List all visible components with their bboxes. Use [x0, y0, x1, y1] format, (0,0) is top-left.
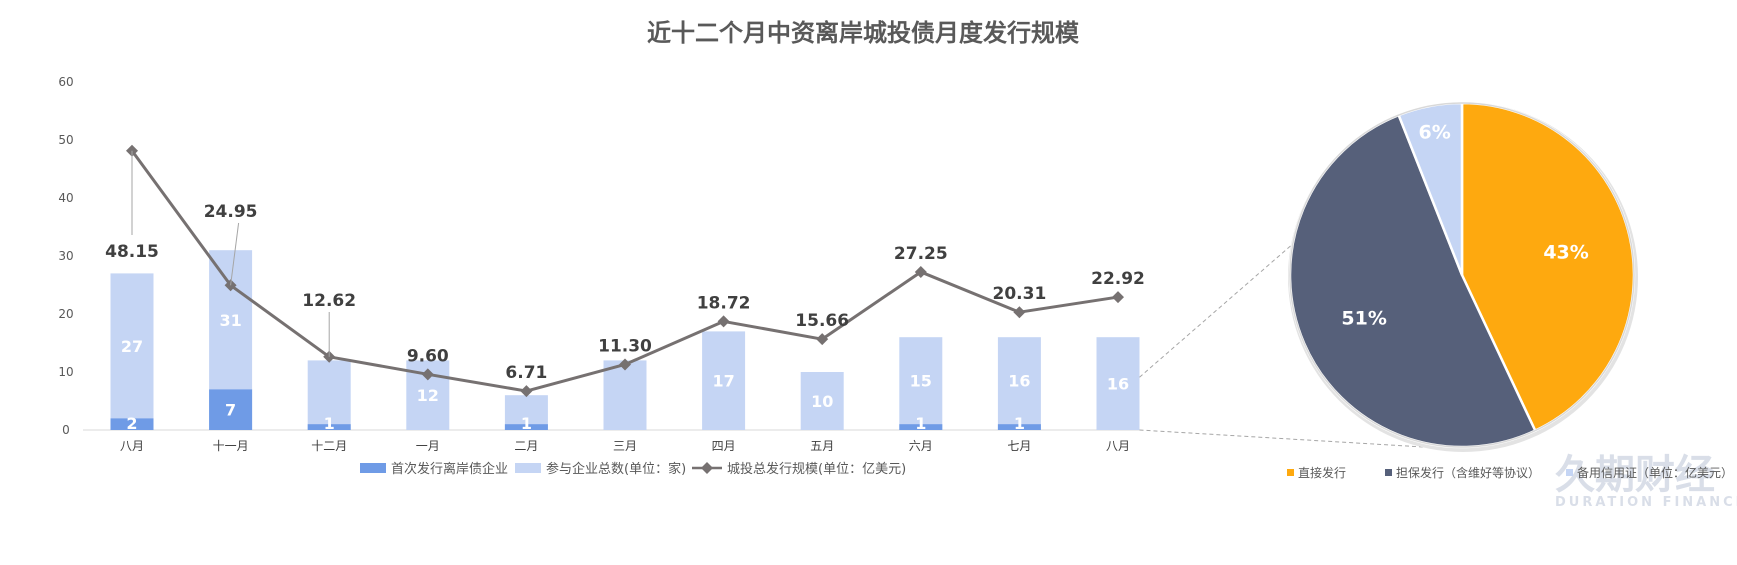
watermark-en: DURATION FINANCE	[1555, 495, 1737, 510]
bar-total-label: 16	[1008, 372, 1030, 391]
y-tick-label: 30	[58, 249, 73, 263]
pie-legend-label: 担保发行（含维好等协议）	[1396, 465, 1540, 480]
x-tick-label: 三月	[613, 439, 637, 453]
line-value-label: 6.71	[505, 363, 547, 383]
pie-connector-lines	[1139, 195, 1441, 449]
connector-line	[1139, 429, 1441, 449]
x-tick-label: 八月	[120, 439, 144, 453]
x-tick-label: 四月	[712, 439, 736, 453]
y-tick-label: 60	[58, 75, 73, 89]
bar-first-issuer	[307, 424, 351, 430]
bar-chart-legend: 首次发行离岸债企业 参与企业总数(单位：家) 城投总发行规模(单位：亿美元)	[360, 461, 906, 477]
pie-legend-swatch	[1287, 469, 1294, 476]
y-tick-label: 10	[58, 365, 73, 379]
line-value-label: 22.92	[1091, 269, 1145, 289]
label-leader-line	[230, 222, 240, 286]
line-point	[1013, 306, 1026, 319]
y-tick-label: 40	[58, 191, 73, 205]
bar-total-label: 12	[417, 386, 439, 405]
x-tick-label: 七月	[1007, 439, 1031, 453]
line-value-label: 12.62	[302, 291, 356, 311]
x-tick-label: 十二月	[311, 439, 347, 453]
pie-slice-label: 6%	[1418, 121, 1450, 143]
y-axis: 0 10 20 30 40 50 60	[58, 75, 73, 437]
line-point	[1112, 291, 1124, 304]
line-value-label: 9.60	[407, 346, 449, 366]
bar-total-label: 27	[121, 337, 143, 356]
bar-first-issuer-label: 1	[324, 414, 335, 433]
line-point	[520, 385, 533, 398]
bar-total-label: 17	[712, 372, 734, 391]
legend-swatch	[360, 463, 386, 473]
bar-total	[702, 331, 746, 430]
bar-first-issuer-label: 1	[915, 414, 926, 433]
x-tick-label: 八月	[1106, 439, 1130, 453]
legend-swatch	[515, 463, 541, 473]
bar-total	[899, 337, 943, 430]
pie-chart-legend: 直接发行 担保发行（含维好等协议） 备用信用证（单位：亿美元）	[1287, 465, 1733, 480]
line-value-label: 11.30	[598, 336, 652, 356]
pie-chart: 43% 51% 6%	[1288, 101, 1638, 452]
bar-first-issuer	[899, 424, 943, 430]
bar-first-issuer-label: 2	[126, 414, 137, 433]
pie-legend-swatch	[1566, 469, 1573, 476]
line-point	[717, 315, 730, 328]
pie-slice-label: 51%	[1341, 307, 1386, 329]
line-value-label: 20.31	[993, 284, 1047, 304]
line-value-label: 15.66	[795, 311, 849, 331]
legend-label: 城投总发行规模(单位：亿美元)	[727, 461, 906, 477]
line-point	[619, 358, 631, 371]
x-tick-label: 十一月	[213, 439, 249, 453]
pie-legend-label: 备用信用证（单位：亿美元）	[1577, 465, 1733, 480]
watermark: 久期财经 DURATION FINANCE	[1555, 452, 1737, 510]
line-value-label: 18.72	[697, 293, 751, 313]
y-tick-label: 20	[58, 307, 73, 321]
x-tick-label: 五月	[810, 439, 834, 453]
line-series: 48.15 24.95 12.62 9.60 6.71 11.30 18.72 15.66 27…	[105, 144, 1145, 398]
bar-first-issuer	[209, 389, 253, 430]
x-axis: 八月 十一月 十二月 一月 二月 三月 四月 五月 六月 七月 八月	[120, 439, 1130, 453]
bar-total-label: 31	[219, 311, 241, 330]
pie-slice-label: 43%	[1543, 242, 1588, 264]
bar-total	[997, 337, 1041, 430]
line-point	[816, 333, 829, 346]
bar-total-label: 15	[910, 372, 932, 391]
pie-legend-swatch	[1385, 469, 1392, 476]
y-tick-label: 0	[62, 423, 70, 437]
bar-first-issuer	[504, 424, 548, 430]
line-value-label: 48.15	[105, 242, 159, 262]
bar-first-issuer-label: 1	[1014, 414, 1025, 433]
line-point	[914, 265, 927, 278]
x-tick-label: 一月	[416, 439, 440, 453]
bar-first-issuer-label: 7	[225, 401, 236, 420]
x-tick-label: 六月	[909, 439, 933, 453]
bar-total	[110, 273, 154, 430]
bar-total	[800, 372, 844, 430]
line-value-label: 24.95	[204, 202, 258, 222]
bar-first-issuer-label: 1	[521, 414, 532, 433]
line-value-label: 27.25	[894, 244, 948, 264]
bar-total	[307, 360, 351, 430]
bar-first-issuer	[997, 424, 1041, 430]
bar-total-label: 10	[811, 392, 833, 411]
y-tick-label: 50	[58, 133, 73, 147]
x-tick-label: 二月	[514, 439, 538, 453]
chart-title: 近十二个月中资离岸城投债月度发行规模	[647, 19, 1080, 47]
pie-legend-label: 直接发行	[1298, 465, 1346, 480]
pie-outline	[1289, 102, 1635, 448]
watermark-cn: 久期财经	[1555, 452, 1715, 498]
bar-total-label: 16	[1107, 375, 1129, 394]
bar-total	[1096, 337, 1140, 430]
bar-total	[603, 360, 647, 430]
legend-label: 参与企业总数(单位：家)	[546, 461, 686, 477]
bar-first-issuer	[110, 418, 154, 430]
legend-marker	[701, 462, 713, 474]
line-point	[421, 368, 434, 381]
legend-label: 首次发行离岸债企业	[391, 461, 508, 477]
